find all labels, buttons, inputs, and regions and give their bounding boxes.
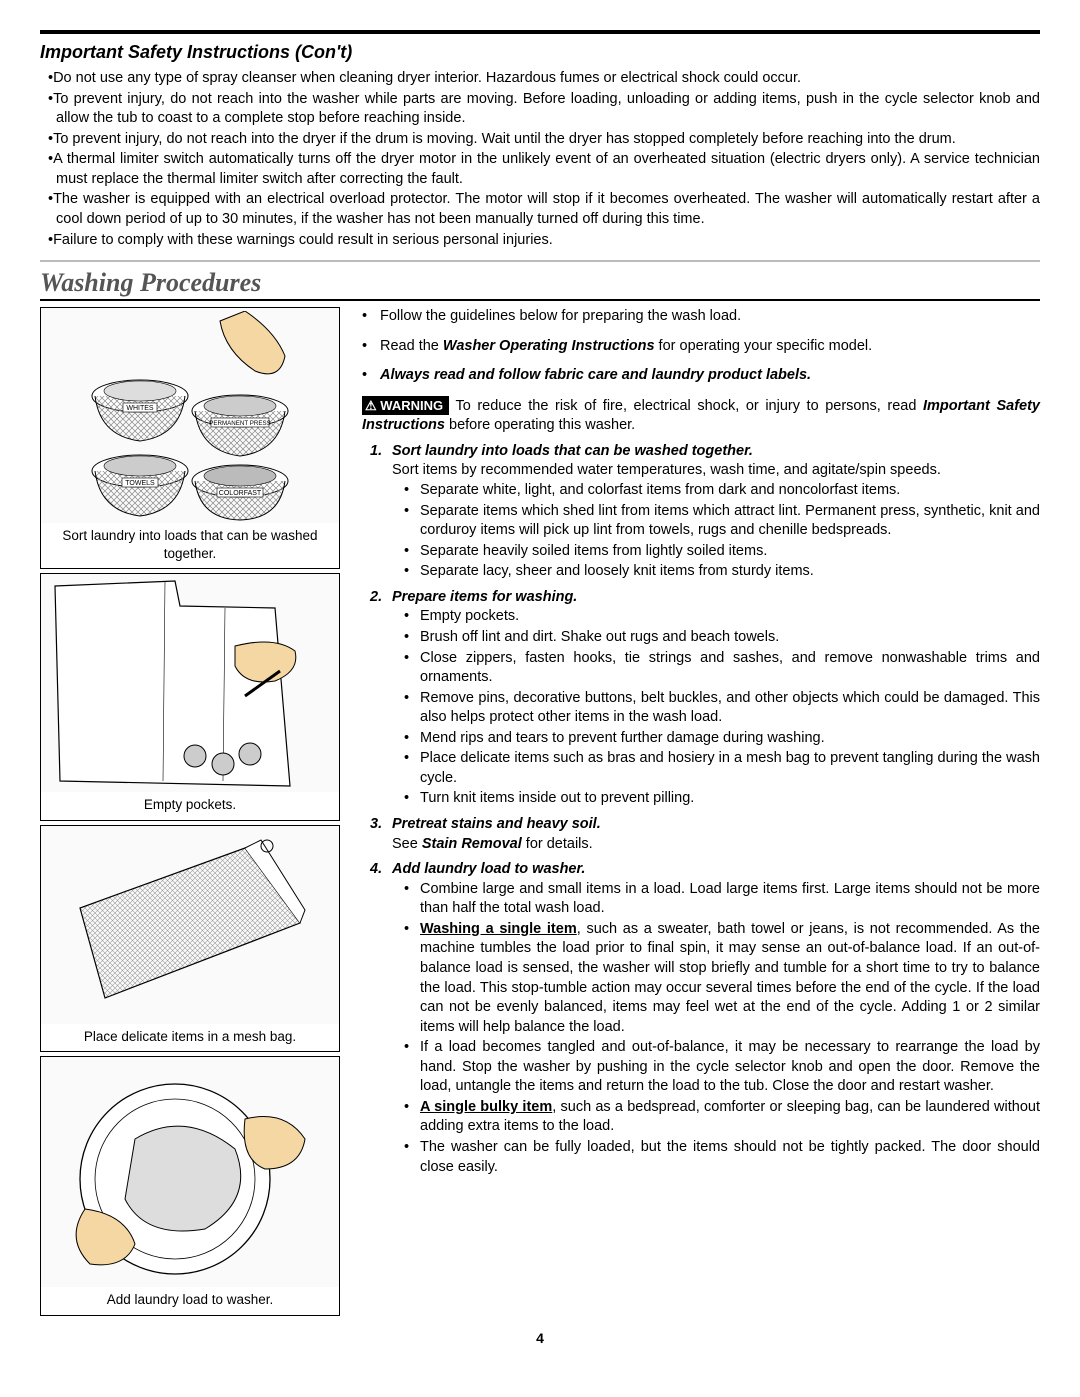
step-bullet: Brush off lint and dirt. Shake out rugs … xyxy=(420,628,1040,648)
warning-paragraph: WARNING To reduce the risk of fire, elec… xyxy=(362,396,1040,436)
step-bullet: Close zippers, fasten hooks, tie strings… xyxy=(420,649,1040,688)
step-bullet: Empty pockets. xyxy=(420,607,1040,627)
figure-caption: Empty pockets. xyxy=(41,792,339,820)
step-prepare: Prepare items for washing. Empty pockets… xyxy=(362,588,1040,809)
step-bullet: Separate heavily soiled items from light… xyxy=(420,542,1040,562)
step-bullet: If a load becomes tangled and out-of-bal… xyxy=(420,1038,1040,1097)
warning-badge: WARNING xyxy=(362,396,449,416)
step-bullet: Remove pins, decorative buttons, belt bu… xyxy=(420,689,1040,728)
step-bullet: A single bulky item, such as a bedspread… xyxy=(420,1098,1040,1137)
safety-item: To prevent injury, do not reach into the… xyxy=(48,130,1040,150)
figure-add-load: Add laundry load to washer. xyxy=(40,1056,340,1316)
intro-item: Follow the guidelines below for preparin… xyxy=(380,307,1040,327)
safety-item: To prevent injury, do not reach into the… xyxy=(48,90,1040,129)
safety-item: A thermal limiter switch automatically t… xyxy=(48,150,1040,189)
safety-item: Failure to comply with these warnings co… xyxy=(48,231,1040,251)
figure-sort-laundry: WHITES PERMANENT PRESS TOWEL xyxy=(40,307,340,569)
figure-caption: Place delicate items in a mesh bag. xyxy=(41,1024,339,1052)
procedures-title: Washing Procedures xyxy=(40,268,1040,301)
add-load-illustration xyxy=(45,1059,335,1285)
figure-empty-pockets: Empty pockets. xyxy=(40,573,340,821)
safety-item: Do not use any type of spray cleanser wh… xyxy=(48,69,1040,89)
figure-caption: Sort laundry into loads that can be wash… xyxy=(41,523,339,568)
basket-label: WHITES xyxy=(126,405,154,412)
step-add-load: Add laundry load to washer. Combine larg… xyxy=(362,860,1040,1177)
basket-label: COLORFAST xyxy=(219,490,262,497)
intro-item: Read the Washer Operating Instructions f… xyxy=(380,337,1040,357)
basket-label: PERMANENT PRESS xyxy=(209,420,270,427)
safety-title: Important Safety Instructions (Con't) xyxy=(40,42,1040,63)
step-bullet: Turn knit items inside out to prevent pi… xyxy=(420,789,1040,809)
divider xyxy=(40,260,1040,262)
top-rule xyxy=(40,30,1040,34)
figure-caption: Add laundry load to washer. xyxy=(41,1287,339,1315)
mesh-bag-illustration xyxy=(45,828,335,1022)
step-bullet: Separate white, light, and colorfast ite… xyxy=(420,481,1040,501)
step-pretreat: Pretreat stains and heavy soil. See Stai… xyxy=(362,815,1040,854)
empty-pockets-illustration xyxy=(45,576,335,790)
procedures-content: Follow the guidelines below for preparin… xyxy=(362,307,1040,1320)
figure-column: WHITES PERMANENT PRESS TOWEL xyxy=(40,307,340,1320)
page-number: 4 xyxy=(40,1330,1040,1346)
step-bullet: Separate lacy, sheer and loosely knit it… xyxy=(420,562,1040,582)
step-bullet: Mend rips and tears to prevent further d… xyxy=(420,729,1040,749)
step-bullet: Separate items which shed lint from item… xyxy=(420,502,1040,541)
step-bullet: Combine large and small items in a load.… xyxy=(420,880,1040,919)
safety-item: The washer is equipped with an electrica… xyxy=(48,190,1040,229)
sort-laundry-illustration: WHITES PERMANENT PRESS TOWEL xyxy=(45,311,335,521)
step-bullet: Place delicate items such as bras and ho… xyxy=(420,749,1040,788)
figure-mesh-bag: Place delicate items in a mesh bag. xyxy=(40,825,340,1053)
step-sort: Sort laundry into loads that can be wash… xyxy=(362,442,1040,582)
step-bullet: Washing a single item, such as a sweater… xyxy=(420,920,1040,1037)
intro-item: Always read and follow fabric care and l… xyxy=(380,366,1040,386)
basket-label: TOWELS xyxy=(125,480,155,487)
step-bullet: The washer can be fully loaded, but the … xyxy=(420,1138,1040,1177)
safety-list: Do not use any type of spray cleanser wh… xyxy=(40,69,1040,250)
